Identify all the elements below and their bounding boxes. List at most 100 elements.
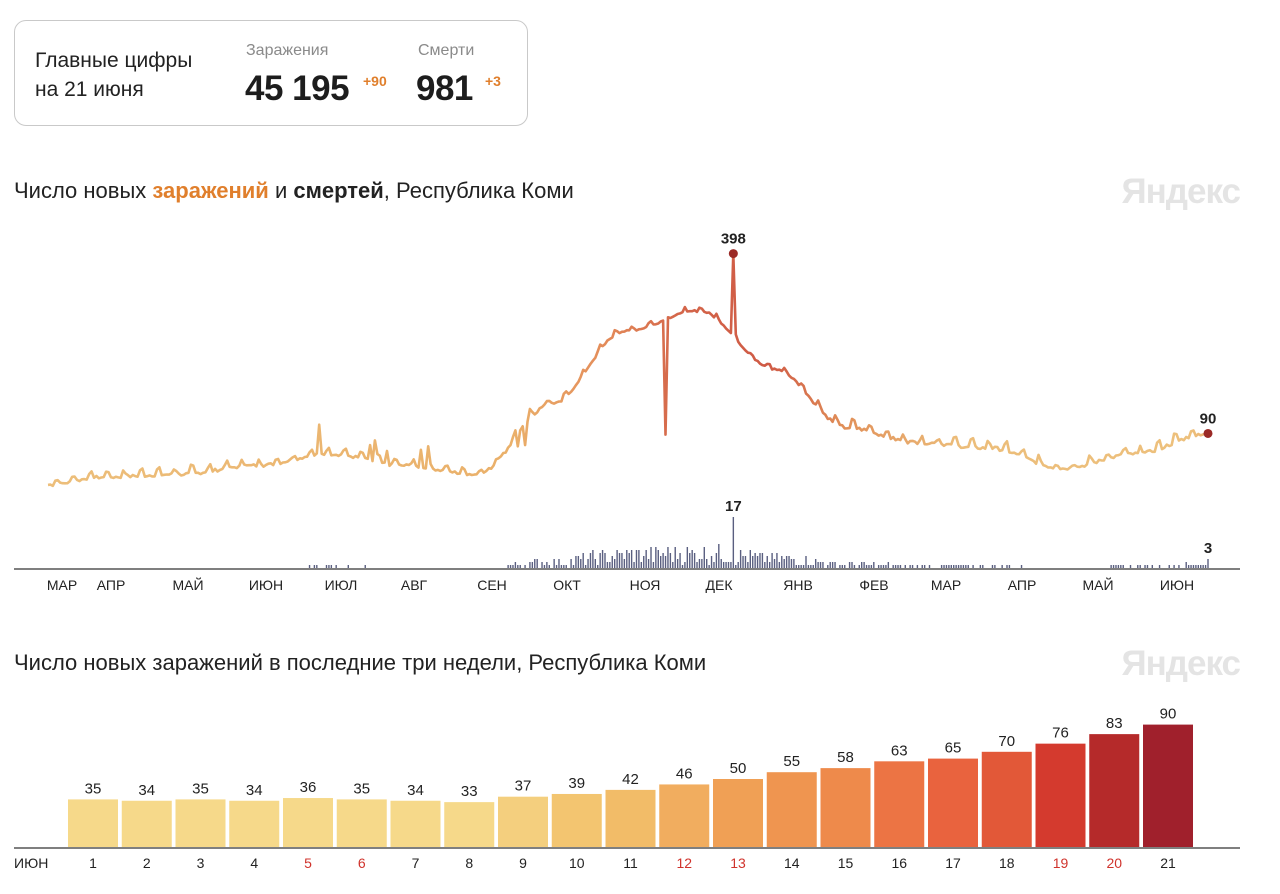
deaths-bar xyxy=(669,553,672,568)
deaths-bars xyxy=(308,517,1209,568)
deaths-bar xyxy=(785,556,788,568)
deaths-bar xyxy=(948,565,950,568)
x-tick-label: МАЙ xyxy=(172,576,203,593)
deaths-bar xyxy=(630,550,633,568)
deaths-bar xyxy=(979,565,982,568)
deaths-bar xyxy=(509,565,512,568)
bar-4 xyxy=(229,800,280,847)
deaths-bar xyxy=(771,553,773,568)
deaths-bar xyxy=(313,565,316,568)
deaths-bar xyxy=(720,559,722,568)
deaths-bar xyxy=(689,553,691,568)
bar-value-label: 34 xyxy=(246,782,263,799)
deaths-bar xyxy=(768,562,771,568)
bar-category-label: 12 xyxy=(676,855,692,871)
deaths-delta: +3 xyxy=(485,73,501,89)
yandex-logo-1: Яндекс xyxy=(1121,172,1241,211)
deaths-bar xyxy=(943,565,945,568)
bar-category-label: 10 xyxy=(569,855,585,871)
deaths-bar xyxy=(776,553,778,568)
deaths-bar xyxy=(1204,565,1207,568)
deaths-bar xyxy=(606,562,609,568)
cases-line xyxy=(47,252,1209,488)
deaths-bar xyxy=(1192,565,1195,568)
deaths-bar xyxy=(1185,562,1187,568)
deaths-bar xyxy=(773,559,776,568)
bar-value-label: 90 xyxy=(1160,706,1177,723)
deaths-bar xyxy=(635,550,638,568)
x-tick-label: МАР xyxy=(931,577,961,593)
deaths-bar xyxy=(839,565,841,568)
deaths-bar xyxy=(659,556,662,568)
deaths-bar xyxy=(553,559,555,568)
bar-category-label: 7 xyxy=(412,855,420,871)
deaths-bar xyxy=(802,565,805,568)
bar-2 xyxy=(121,800,172,847)
bar-category-label: 17 xyxy=(945,855,961,871)
deaths-bar xyxy=(541,562,543,568)
deaths-bar xyxy=(638,550,640,568)
chart1-title-deaths: смертей xyxy=(293,178,384,203)
deaths-bar xyxy=(512,565,514,568)
x-tick-label: АПР xyxy=(97,577,126,593)
summary-title-line1: Главные цифры xyxy=(35,49,193,72)
deaths-bar xyxy=(626,550,628,568)
deaths-bar xyxy=(790,559,793,568)
bar-16 xyxy=(874,761,925,847)
bar-category-label: 6 xyxy=(358,855,366,871)
deaths-bar xyxy=(713,562,715,568)
bar-12 xyxy=(659,784,710,847)
deaths-bar xyxy=(1112,565,1115,568)
deaths-bar xyxy=(611,556,613,568)
deaths-bar xyxy=(865,565,868,568)
deaths-bar xyxy=(529,562,531,568)
deaths-bar xyxy=(536,559,538,568)
deaths-bar xyxy=(962,565,965,568)
x-tick-label: ИЮН xyxy=(1160,577,1194,593)
deaths-bar xyxy=(909,565,911,568)
deaths-bar xyxy=(364,565,366,568)
deaths-bar xyxy=(657,550,659,568)
deaths-bar xyxy=(514,562,517,568)
infections-delta: +90 xyxy=(363,73,387,89)
deaths-bar xyxy=(778,562,781,568)
deaths-bar xyxy=(1120,565,1122,568)
deaths-bar xyxy=(524,565,526,568)
chart1-title-prefix: Число новых xyxy=(14,178,153,203)
deaths-bar xyxy=(647,559,650,568)
bar-21 xyxy=(1143,724,1193,847)
deaths-bar xyxy=(735,565,737,568)
deaths-bar xyxy=(587,559,589,568)
deaths-bar xyxy=(800,565,802,568)
deaths-bar xyxy=(558,559,560,568)
deaths-bar xyxy=(783,559,785,568)
deaths-bar xyxy=(628,553,630,568)
deaths-bar xyxy=(764,562,766,568)
bar-value-label: 76 xyxy=(1052,725,1069,742)
chart1-title-infections: заражений xyxy=(152,178,269,203)
bar-value-label: 39 xyxy=(568,775,585,792)
deaths-bar xyxy=(643,556,645,568)
deaths-bar xyxy=(788,556,790,568)
bar-category-label: 14 xyxy=(784,855,800,871)
x-tick-label: АВГ xyxy=(401,577,428,593)
bar-category-label: 2 xyxy=(143,855,151,871)
deaths-bar xyxy=(543,565,546,568)
deaths-bar xyxy=(652,562,655,568)
deaths-bar xyxy=(684,562,686,568)
deaths-bar xyxy=(618,553,621,568)
bar-3 xyxy=(175,799,226,847)
deaths-bar xyxy=(572,565,575,568)
deaths-bar xyxy=(1139,565,1141,568)
bar-value-label: 63 xyxy=(891,742,908,759)
chart1-title: Число новых заражений и смертей, Республ… xyxy=(14,178,574,204)
deaths-bar xyxy=(921,565,923,568)
deaths-bar xyxy=(822,562,824,568)
bar-20 xyxy=(1089,734,1140,847)
deaths-bar xyxy=(1202,565,1204,568)
deaths-bar xyxy=(662,553,664,568)
deaths-bar xyxy=(589,553,592,568)
deaths-bar xyxy=(1168,565,1170,568)
deaths-bar xyxy=(897,565,899,568)
